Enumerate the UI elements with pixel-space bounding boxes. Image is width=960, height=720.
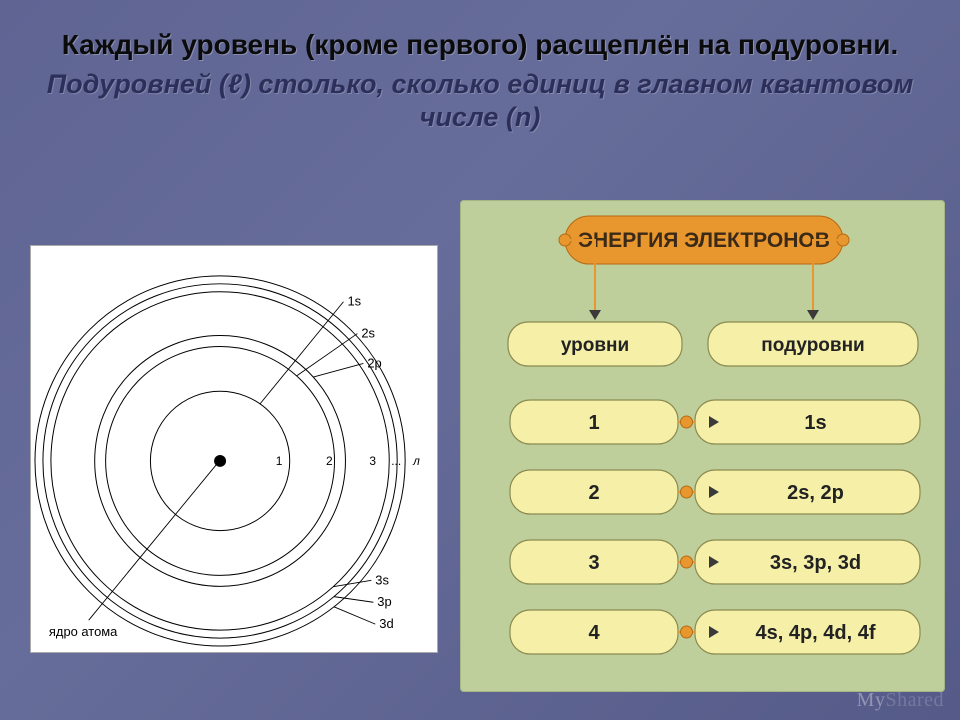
slide: Каждый уровень (кроме первого) расщеплён… <box>0 0 960 720</box>
svg-text:2: 2 <box>326 454 333 468</box>
atom-diagram-panel: 1 2 3... л 1s 2s 2p 3s 3p 3d ядро атома <box>30 245 438 653</box>
energy-panel: ЭНЕРГИЯ ЭЛЕКТРОНОВ уровни подуровни 1 1s 2 2s,… <box>460 200 945 692</box>
svg-text:ядро атома: ядро атома <box>49 624 118 639</box>
svg-text:л: л <box>412 454 420 468</box>
svg-text:1: 1 <box>588 412 599 434</box>
svg-text:подуровни: подуровни <box>761 335 865 356</box>
svg-text:1s: 1s <box>347 294 361 309</box>
svg-text:3d: 3d <box>379 616 393 631</box>
atom-svg: 1 2 3... л 1s 2s 2p 3s 3p 3d ядро атома <box>31 246 437 652</box>
energy-svg: ЭНЕРГИЯ ЭЛЕКТРОНОВ уровни подуровни 1 1s 2 2s,… <box>460 200 945 692</box>
svg-text:4: 4 <box>588 622 600 644</box>
svg-text:...: ... <box>391 454 401 468</box>
svg-text:3p: 3p <box>377 594 391 609</box>
svg-text:3: 3 <box>588 552 599 574</box>
svg-text:ЭНЕРГИЯ ЭЛЕКТРОНОВ: ЭНЕРГИЯ ЭЛЕКТРОНОВ <box>578 229 830 252</box>
svg-text:уровни: уровни <box>561 335 629 356</box>
svg-text:2: 2 <box>588 482 599 504</box>
watermark-brand: My <box>857 689 886 711</box>
title-line-1: Каждый уровень (кроме первого) расщеплён… <box>40 28 920 62</box>
svg-text:1: 1 <box>276 454 283 468</box>
title-line-2: Подуровней (ℓ) столько, сколько единиц в… <box>40 68 920 136</box>
watermark: MyShared <box>857 689 944 712</box>
content-area: 1 2 3... л 1s 2s 2p 3s 3p 3d ядро атома ЭНЕРГИЯ ЭЛ… <box>0 200 960 700</box>
svg-text:1s: 1s <box>804 412 826 434</box>
svg-text:3: 3 <box>369 454 376 468</box>
svg-text:2s, 2p: 2s, 2p <box>787 482 844 504</box>
watermark-rest: Shared <box>885 689 944 711</box>
svg-text:3s, 3p, 3d: 3s, 3p, 3d <box>770 552 861 574</box>
svg-text:4s, 4p, 4d, 4f: 4s, 4p, 4d, 4f <box>755 622 875 644</box>
svg-text:3s: 3s <box>375 572 389 587</box>
svg-text:2s: 2s <box>361 326 375 341</box>
title-block: Каждый уровень (кроме первого) расщеплён… <box>0 0 960 145</box>
svg-text:2p: 2p <box>367 355 381 370</box>
